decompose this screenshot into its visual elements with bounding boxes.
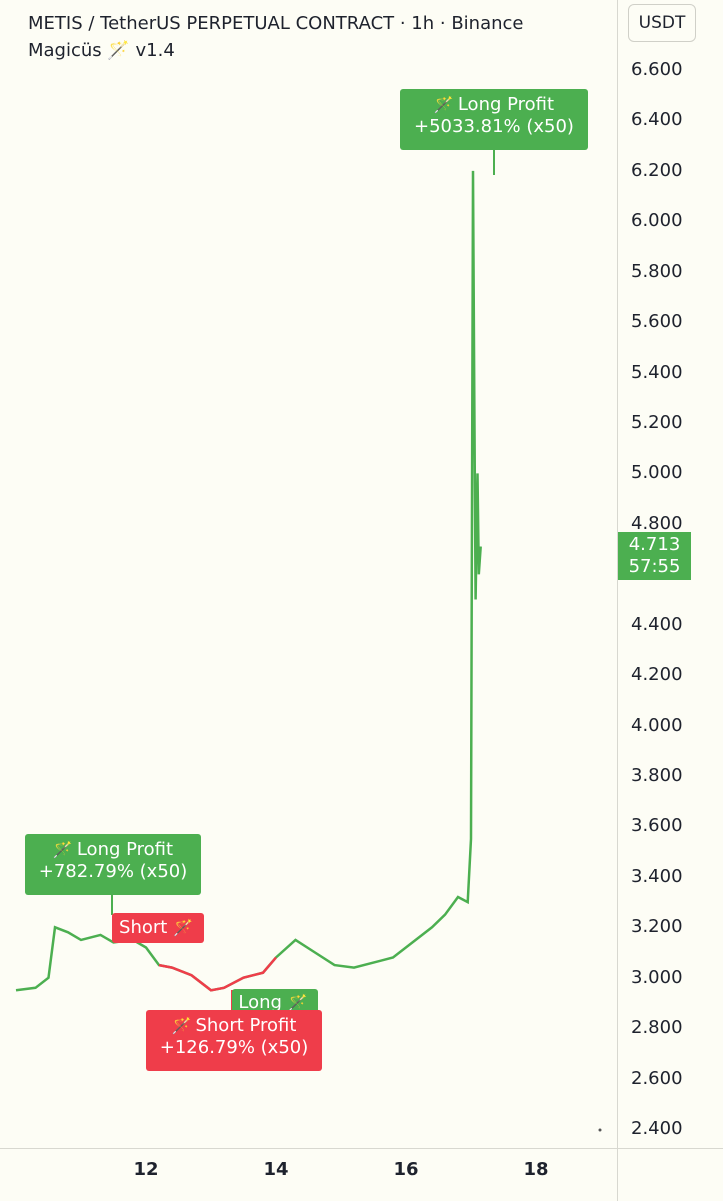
legend-title: METIS / TetherUS PERPETUAL CONTRACT · 1h… xyxy=(28,13,524,34)
price-tick: 5.200 xyxy=(631,412,683,433)
long-signal-label: Long 🪄 xyxy=(232,989,318,1017)
short-profit-label: 🪄 Short Profit +126.79% (x50) xyxy=(146,1010,322,1071)
currency-button[interactable]: USDT xyxy=(628,4,696,42)
long-profit-label-top: 🪄 Long Profit +5033.81% (x50) xyxy=(400,89,588,150)
price-tick: 6.400 xyxy=(631,109,683,131)
price-tick: 4.800 xyxy=(631,512,683,534)
short-signal-label: Short 🪄 xyxy=(112,913,204,943)
short-profit-value: +126.79% (x50) xyxy=(159,1037,309,1058)
price-tick: 2.800 xyxy=(631,1017,683,1039)
short-segment-line xyxy=(158,956,277,992)
wand-icon: 🪄 xyxy=(287,993,308,1012)
long-title: Long xyxy=(238,992,282,1013)
last-price-value: 4.713 xyxy=(628,534,681,555)
long-profit-value: +782.79% (x50) xyxy=(38,861,188,882)
bar-countdown: 57:55 xyxy=(628,556,681,577)
time-tick: 14 xyxy=(263,1159,289,1180)
legend-indicator: Magicüs 🪄 v1.4 xyxy=(28,40,175,61)
wand-icon: 🪄 xyxy=(173,918,193,937)
long-profit-label-left: 🪄 Long Profit +782.79% (x50) xyxy=(25,834,201,895)
price-tick: 3.800 xyxy=(631,765,683,786)
price-tick: 4.000 xyxy=(631,714,683,736)
price-series-line xyxy=(15,170,482,992)
price-tick: 6.600 xyxy=(631,59,683,80)
marker-dot xyxy=(598,1128,602,1132)
price-tick: 3.600 xyxy=(631,815,683,837)
price-tick: 5.000 xyxy=(631,462,683,484)
price-tick: 6.200 xyxy=(631,159,683,181)
long-profit-title: Long Profit xyxy=(76,839,174,860)
chart-area[interactable]: METIS / TetherUS PERPETUAL CONTRACT · 1h… xyxy=(0,0,617,1148)
price-tick: 3.400 xyxy=(631,865,683,887)
long-profit-title: Long Profit xyxy=(457,94,555,115)
wand-icon: 🪄 xyxy=(433,95,454,114)
price-tick: 3.200 xyxy=(631,916,683,938)
price-tick: 4.200 xyxy=(631,664,683,686)
price-tick: 2.600 xyxy=(631,1067,683,1089)
price-tick: 5.600 xyxy=(631,311,683,333)
price-tick: 5.400 xyxy=(631,361,683,383)
time-axis[interactable]: 12 14 16 18 xyxy=(0,1148,617,1201)
wand-icon: 🪄 xyxy=(171,1016,192,1035)
time-tick: 16 xyxy=(393,1159,419,1180)
price-tick: 4.400 xyxy=(631,613,683,635)
long-profit-value: +5033.81% (x50) xyxy=(414,116,574,137)
time-tick: 12 xyxy=(133,1159,159,1180)
price-axis[interactable]: USDT 6.600 6.400 6.200 6.000 5.800 5.600 5.400… xyxy=(617,0,723,1148)
price-tick: 5.800 xyxy=(631,260,683,282)
price-tick: 6.000 xyxy=(631,210,683,232)
price-plot xyxy=(15,150,602,1132)
last-price-badge: 4.713 57:55 xyxy=(618,532,691,580)
axis-corner xyxy=(617,1148,723,1201)
wand-icon: 🪄 xyxy=(52,840,73,859)
short-title: Short xyxy=(119,917,168,938)
time-tick: 18 xyxy=(523,1159,549,1180)
price-tick: 2.400 xyxy=(631,1118,683,1139)
short-profit-title: Short Profit xyxy=(195,1015,297,1036)
price-tick: 3.000 xyxy=(631,966,683,988)
